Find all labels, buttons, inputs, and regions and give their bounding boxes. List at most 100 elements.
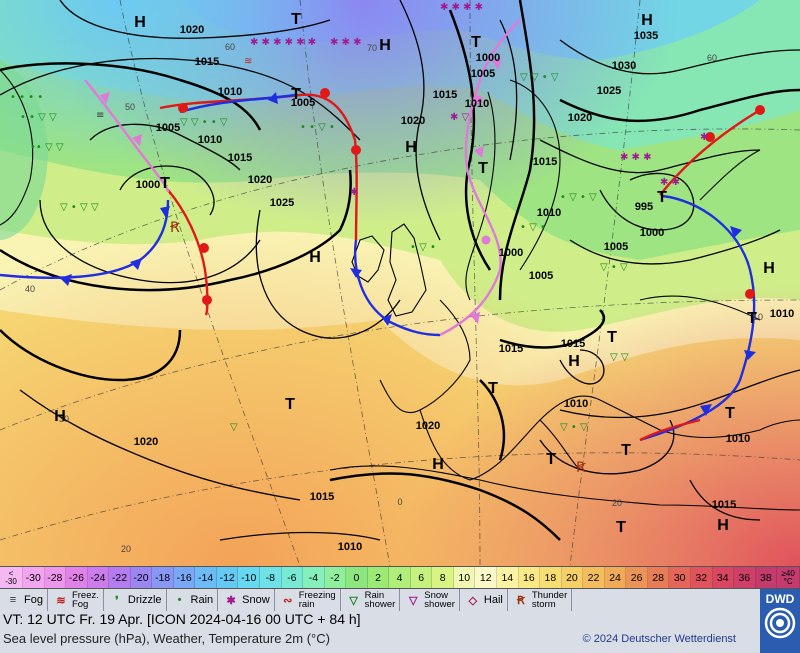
scale-step: 34 xyxy=(712,567,735,588)
scale-step: 0 xyxy=(346,567,368,588)
isobar-label: 1020 xyxy=(248,174,272,186)
dwd-logo-text: DWD xyxy=(765,592,795,606)
isobar-label: 1010 xyxy=(338,541,362,553)
isobar-label: 1020 xyxy=(180,24,204,36)
isobar-label: 1010 xyxy=(770,308,794,320)
low-pressure-center: T xyxy=(291,11,301,28)
cold-front-tooth xyxy=(60,274,72,286)
svg-text:▽ ▽ • • ▽: ▽ ▽ • • ▽ xyxy=(180,117,228,128)
drizzle-icon: ❜ xyxy=(115,594,119,607)
scale-step: 12 xyxy=(475,567,498,588)
cold-front-tooth xyxy=(700,404,712,416)
legend-label: Rain xyxy=(190,594,214,606)
isobar-label: 1020 xyxy=(568,112,592,124)
legend-item: ∾ Freezing rain xyxy=(275,589,341,611)
isobar-label: 1005 xyxy=(604,241,628,253)
low-pressure-center: T xyxy=(488,380,498,397)
temperature-isoline-label: 30 xyxy=(59,414,69,424)
legend-label: Rain shower xyxy=(364,590,396,610)
isobar-label: 1005 xyxy=(156,122,180,134)
high-pressure-center: H xyxy=(405,139,417,156)
isobar-label: 1010 xyxy=(564,398,588,410)
warm-front-bump xyxy=(755,105,765,115)
legend-label: Fog xyxy=(24,594,43,606)
scale-step: -14 xyxy=(195,567,217,588)
high-pressure-center: H xyxy=(134,14,146,31)
temperature-isoline-label: 60 xyxy=(707,53,717,63)
high-pressure-center: H xyxy=(641,12,653,29)
scale-step: 16 xyxy=(518,567,541,588)
low-pressure-center: T xyxy=(747,310,757,327)
front-symbols xyxy=(60,58,765,416)
occlusion-tooth xyxy=(474,146,484,158)
hail-icon: ◇ xyxy=(468,594,478,607)
occlusion-bump xyxy=(481,235,491,245)
warm-front-bump xyxy=(202,295,212,305)
snow-icon: ✱ xyxy=(226,594,236,607)
warm-front-east xyxy=(659,108,761,196)
scale-step: 22 xyxy=(583,567,605,588)
pressure-labels: 1020101510101005100510101015102010251000… xyxy=(134,24,794,553)
legend-item: ≡ Fog xyxy=(0,589,48,611)
isobar-label: 1015 xyxy=(533,156,557,168)
isobar-label: 1015 xyxy=(712,499,736,511)
scale-step: -22 xyxy=(109,567,131,588)
warm-front-bump xyxy=(320,88,330,98)
scale-step: 4 xyxy=(389,567,411,588)
info-panel: VT: 12 UTC Fr. 19 Apr. [ICON 2024-04-16 … xyxy=(0,611,760,653)
isobar-label: 1020 xyxy=(416,420,440,432)
isobar-label: 1010 xyxy=(198,134,222,146)
isobar-label: 1000 xyxy=(476,52,500,64)
cold-front-tooth xyxy=(744,350,756,360)
isobar-label: 1005 xyxy=(471,68,495,80)
legend-item: Ꞧ Thunder storm xyxy=(508,589,573,611)
svg-text:▽ ▽ • ▽: ▽ ▽ • ▽ xyxy=(520,72,559,83)
rain-symbols: • • • • • • ▽ ▽ •• ▽ ▽ ▽ • ▽ ▽ ▽ ▽ • • ▽ • … xyxy=(10,72,629,433)
warm-front-bump xyxy=(351,145,361,155)
snow-shower-icon: ▽ xyxy=(409,594,418,607)
svg-text:✱ ✱: ✱ ✱ xyxy=(660,177,680,188)
low-pressure-center: T xyxy=(285,396,295,413)
scale-step: 2 xyxy=(367,567,390,588)
warm-front-north xyxy=(159,93,358,241)
svg-text:• • • •: • • • • xyxy=(10,92,43,103)
scale-step: 18 xyxy=(540,567,562,588)
scale-step: 24 xyxy=(604,567,627,588)
isobar-label: 1015 xyxy=(195,56,219,68)
svg-text:• ▽ •: • ▽ • xyxy=(410,242,436,253)
occlusion-scandinavia xyxy=(439,19,521,337)
high-pressure-center: H xyxy=(432,456,444,473)
greenland-warm-patch xyxy=(0,60,48,240)
high-pressure-center: H xyxy=(717,517,729,534)
high-pressure-center: H xyxy=(309,249,321,266)
weather-map: • • • • • • ▽ ▽ •• ▽ ▽ ▽ • ▽ ▽ ▽ ▽ • • ▽ • … xyxy=(0,0,800,566)
scale-step: -12 xyxy=(216,567,239,588)
svg-text:▽ • ▽ ▽: ▽ • ▽ ▽ xyxy=(60,202,99,213)
low-pressure-center: T xyxy=(607,329,617,346)
cold-front-tooth xyxy=(268,92,278,104)
copyright: © 2024 Deutscher Wetterdienst xyxy=(582,633,736,645)
temperature-isoline-label: 60 xyxy=(225,42,235,52)
occlusion-tooth xyxy=(492,58,502,70)
thunderstorm-symbol: Ꞧ xyxy=(170,220,180,236)
temperature-isoline-label: 10 xyxy=(753,312,763,322)
fog-icon: ≡ xyxy=(9,594,17,606)
warm-front-bump xyxy=(199,243,209,253)
dwd-swirl-icon xyxy=(764,607,796,639)
scale-step: 30 xyxy=(669,567,691,588)
legend-label: Freez. Fog xyxy=(71,590,99,610)
scale-step: -2 xyxy=(324,567,347,588)
svg-text:•• ▽ ▽: •• ▽ ▽ xyxy=(30,142,64,153)
svg-text:✱: ✱ xyxy=(350,187,358,198)
legend-label: Thunder storm xyxy=(531,590,568,610)
svg-text:✱ ▽: ✱ ▽ xyxy=(450,112,470,123)
legend-label: Snow shower xyxy=(424,590,455,610)
rain-shower-icon: ▽ xyxy=(349,594,358,607)
isobar-label: 1010 xyxy=(218,86,242,98)
temperature-isoline-label: 20 xyxy=(612,498,622,508)
temperature-isoline-label: 0 xyxy=(397,497,402,507)
cold-front-east xyxy=(639,194,756,442)
svg-text:▽: ▽ xyxy=(230,422,238,433)
cold-front-tooth xyxy=(350,268,362,278)
scale-step: 38 xyxy=(755,567,778,588)
